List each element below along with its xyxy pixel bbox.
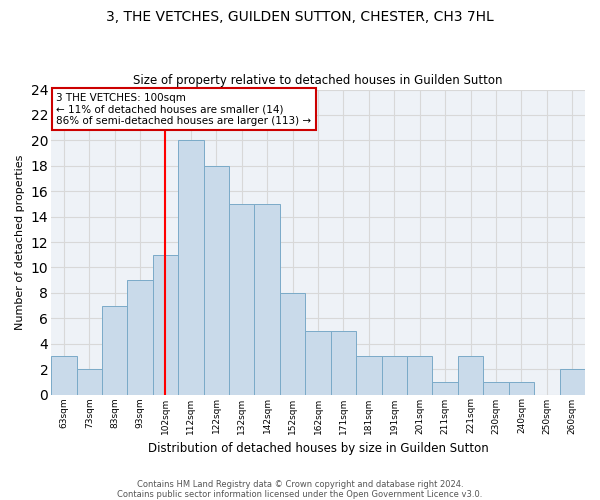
Bar — [229, 204, 254, 394]
Bar — [203, 166, 229, 394]
Bar — [458, 356, 484, 395]
Y-axis label: Number of detached properties: Number of detached properties — [15, 154, 25, 330]
Text: 3 THE VETCHES: 100sqm
← 11% of detached houses are smaller (14)
86% of semi-deta: 3 THE VETCHES: 100sqm ← 11% of detached … — [56, 92, 311, 126]
Title: Size of property relative to detached houses in Guilden Sutton: Size of property relative to detached ho… — [133, 74, 503, 87]
Text: Contains HM Land Registry data © Crown copyright and database right 2024.
Contai: Contains HM Land Registry data © Crown c… — [118, 480, 482, 499]
Bar — [484, 382, 509, 394]
Bar — [51, 356, 77, 395]
Bar — [305, 331, 331, 394]
Bar — [509, 382, 534, 394]
Bar — [127, 280, 153, 394]
Bar — [331, 331, 356, 394]
Bar — [382, 356, 407, 395]
Bar — [153, 254, 178, 394]
X-axis label: Distribution of detached houses by size in Guilden Sutton: Distribution of detached houses by size … — [148, 442, 488, 455]
Bar — [254, 204, 280, 394]
Bar — [280, 293, 305, 394]
Text: 3, THE VETCHES, GUILDEN SUTTON, CHESTER, CH3 7HL: 3, THE VETCHES, GUILDEN SUTTON, CHESTER,… — [106, 10, 494, 24]
Bar — [433, 382, 458, 394]
Bar — [102, 306, 127, 394]
Bar — [560, 369, 585, 394]
Bar — [178, 140, 203, 394]
Bar — [356, 356, 382, 395]
Bar — [77, 369, 102, 394]
Bar — [407, 356, 433, 395]
